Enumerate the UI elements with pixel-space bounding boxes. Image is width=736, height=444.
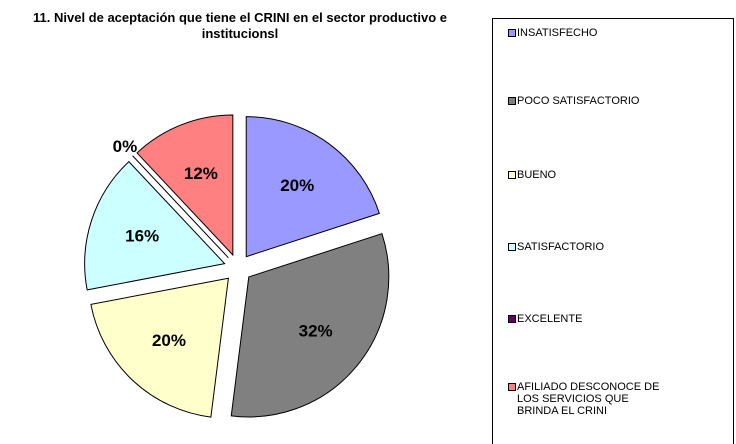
- legend-label: POCO SATISFACTORIO: [517, 95, 640, 107]
- legend-swatch: [508, 315, 516, 323]
- legend-swatch: [508, 97, 516, 105]
- legend-item: SATISFACTORIO: [508, 241, 667, 253]
- legend-label: SATISFACTORIO: [517, 241, 604, 253]
- legend-label: BUENO: [517, 169, 557, 181]
- slice-label: 12%: [184, 164, 218, 183]
- chart-title: 11. Nivel de aceptación que tiene el CRI…: [33, 10, 447, 41]
- pie-slice: [84, 160, 226, 291]
- slice-label: 0%: [113, 137, 138, 156]
- legend-item: INSATISFECHO: [508, 27, 667, 39]
- pie-slice: [230, 233, 390, 418]
- legend-label: INSATISFECHO: [517, 27, 598, 39]
- legend-label: EXCELENTE: [517, 313, 583, 325]
- legend: INSATISFECHO POCO SATISFACTORIO BUENO SATIS…: [492, 18, 734, 444]
- legend-item: AFILIADO DESCONOCE DE LOS SERVICIOS QUE …: [508, 381, 667, 417]
- pie-slice: [132, 155, 229, 259]
- slice-label: 16%: [125, 226, 159, 245]
- legend-swatch: [508, 29, 516, 37]
- legend-item: BUENO: [508, 169, 667, 181]
- slice-label: 20%: [152, 331, 186, 350]
- pie-slice: [90, 277, 229, 418]
- slice-label: 20%: [280, 176, 314, 195]
- pie-slice: [245, 116, 381, 258]
- legend-swatch: [508, 171, 516, 179]
- legend-swatch: [508, 243, 516, 251]
- pie-chart: 20% 32% 20% 16% 0% 12%: [84, 114, 390, 418]
- slice-label: 32%: [299, 322, 333, 341]
- pie-slice: [136, 114, 234, 257]
- legend-swatch: [508, 383, 516, 391]
- legend-label: AFILIADO DESCONOCE DE LOS SERVICIOS QUE …: [517, 381, 660, 417]
- legend-item: POCO SATISFACTORIO: [508, 95, 667, 107]
- legend-item: EXCELENTE: [508, 313, 667, 325]
